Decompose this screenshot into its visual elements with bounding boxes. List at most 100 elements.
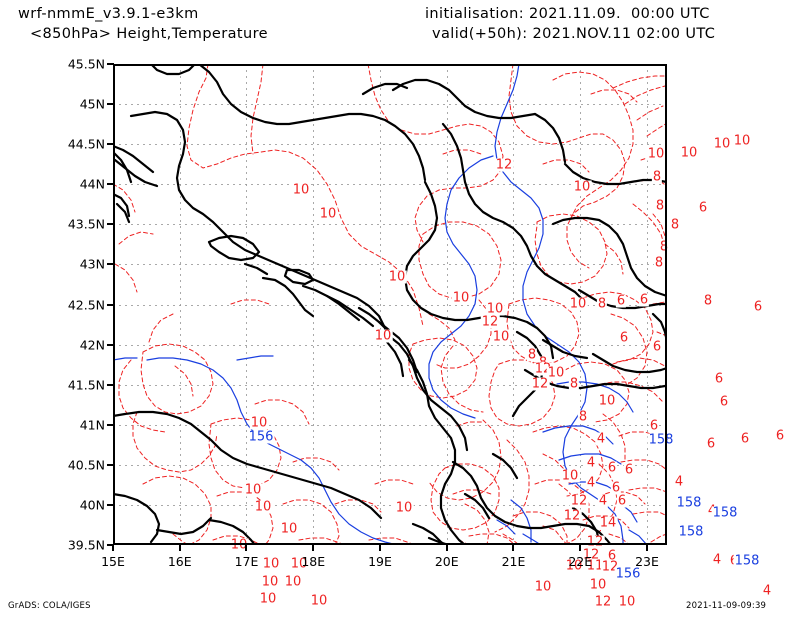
- temperature-contour-label: 12: [585, 534, 605, 550]
- y-axis-tick-label: 40.5N: [67, 457, 105, 473]
- temperature-contour-label: 8: [526, 347, 538, 363]
- temperature-contour-label: 8: [596, 296, 608, 312]
- temperature-contour-label: 4: [673, 474, 685, 490]
- temperature-contour-label: 4: [595, 431, 607, 447]
- temperature-contour-label: 6: [774, 428, 786, 444]
- y-axis-tick-label: 42N: [79, 337, 105, 353]
- height-contour-label: 158: [647, 432, 675, 448]
- map-geography-and-contours: [113, 64, 667, 545]
- temperature-contour-label: 10: [394, 500, 414, 516]
- y-axis-tickmark: [107, 503, 114, 506]
- x-axis-tick-label: 22E: [568, 554, 593, 569]
- x-axis-tickmark: [579, 544, 582, 551]
- temperature-contour-label: 10: [283, 574, 303, 590]
- x-axis-tickmark: [512, 544, 515, 551]
- temperature-contour-label: 4: [761, 583, 773, 599]
- temperature-contour-label: 8: [669, 217, 681, 233]
- x-axis-tick-label: 18E: [301, 554, 326, 569]
- temperature-contour-label: 10: [568, 296, 588, 312]
- temperature-contour-label: 10: [309, 593, 329, 609]
- temperature-contour-label: 8: [653, 255, 665, 271]
- x-axis-tick-label: 15E: [101, 554, 125, 569]
- grads-credit-label: GrADS: COLA/IGES: [8, 601, 91, 611]
- x-axis-tickmark: [378, 544, 381, 551]
- x-axis-tickmark: [245, 544, 248, 551]
- y-axis-tickmark: [107, 183, 114, 186]
- temperature-contour-label: 4: [597, 493, 609, 509]
- x-axis-tick-label: 23E: [635, 554, 659, 569]
- temperature-contour-label: 10: [485, 301, 505, 317]
- temperature-contour-label: 10: [646, 146, 666, 162]
- temperature-contour-label: 12: [530, 376, 550, 392]
- temperature-contour-label: 6: [713, 371, 725, 387]
- temperature-contour-label: 14: [598, 515, 618, 531]
- temperature-contour-label: 12: [562, 508, 582, 524]
- temperature-contour-label: 10: [451, 290, 471, 306]
- temperature-contour-label: 8: [658, 239, 670, 255]
- y-axis-tickmark: [107, 263, 114, 266]
- temperature-contour-label: 8: [568, 376, 580, 392]
- coastline-border-group: [113, 64, 667, 545]
- y-axis-tick-label: 45.5N: [67, 56, 105, 72]
- x-axis-tick-label: 16E: [167, 554, 192, 569]
- x-axis-tick-label: 19E: [368, 554, 392, 569]
- temperature-contour-label: 6: [718, 394, 730, 410]
- temperature-contour-label: 10: [617, 594, 637, 610]
- temperature-contour-label: 10: [253, 499, 273, 515]
- temperature-contour-label: 8: [702, 293, 714, 309]
- height-contour-label: 158: [733, 553, 761, 569]
- render-timestamp-label: 2021-11-09-09:39: [686, 601, 767, 611]
- temperature-contour-label: 8: [654, 198, 666, 214]
- y-axis-tick-label: 44.5N: [67, 136, 105, 152]
- temperature-contour-label: 6: [618, 330, 630, 346]
- y-axis-tickmark: [107, 303, 114, 306]
- x-axis-tickmark: [312, 544, 315, 551]
- y-axis-tick-label: 41.5N: [67, 377, 105, 393]
- temperature-contour-label: 6: [638, 292, 650, 308]
- temperature-contour-label: 10: [258, 591, 278, 607]
- temperature-contour-label: 10: [560, 468, 580, 484]
- temperature-contour-label: 6: [623, 462, 635, 478]
- x-axis-tickmark: [645, 544, 648, 551]
- x-axis-tick-label: 21E: [501, 554, 526, 569]
- temperature-contour-label: 11: [585, 558, 605, 574]
- temperature-contour-label: 12: [593, 594, 613, 610]
- x-axis-tickmark: [112, 544, 114, 551]
- temperature-contour-label: 10: [291, 182, 311, 198]
- height-contour-label: 156: [247, 429, 275, 445]
- y-axis-tick-label: 41N: [79, 417, 105, 433]
- temperature-contour-label: 10: [243, 482, 263, 498]
- height-contour-label: 158: [711, 505, 739, 521]
- y-axis-tickmark: [107, 223, 114, 226]
- temperature-contour-label: 10: [546, 365, 566, 381]
- y-axis-tickmark: [107, 103, 114, 106]
- model-name-label: wrf-nmmE_v3.9.1-e3km: [18, 6, 199, 22]
- temperature-contour-label: 6: [752, 299, 764, 315]
- temperature-contour-label: 6: [610, 480, 622, 496]
- temperature-contour-label: 10: [597, 393, 617, 409]
- temperature-contour-label: 6: [705, 436, 717, 452]
- x-axis-tick-label: 17E: [234, 554, 259, 569]
- y-axis-tickmark: [107, 423, 114, 426]
- temperature-contour-label: 4: [585, 455, 597, 471]
- x-axis-tickmark: [445, 544, 448, 551]
- temperature-contour-label: 10: [279, 521, 299, 537]
- temperature-contour-label: 6: [697, 200, 709, 216]
- temperature-contour-label: 4: [711, 552, 723, 568]
- temperature-contour-label: 6: [739, 431, 751, 447]
- temperature-contour-label: 6: [615, 293, 627, 309]
- y-axis-tick-label: 43.5N: [67, 216, 105, 232]
- y-axis-tickmark: [107, 544, 114, 546]
- temperature-contour-label: 6: [606, 460, 618, 476]
- temperature-contour-label: 10: [387, 269, 407, 285]
- x-axis-tick-label: 20E: [434, 554, 459, 569]
- temperature-contour-label: 4: [585, 475, 597, 491]
- temperature-contour-label: 12: [494, 157, 514, 173]
- initialisation-label: initialisation: 2021.11.09. 00:00 UTC: [425, 6, 710, 22]
- temperature-contour-label: 10: [588, 577, 608, 593]
- temperature-contour-label: 6: [648, 418, 660, 434]
- temperature-contour-label: 12: [480, 314, 500, 330]
- temperature-contour-label: 6: [651, 339, 663, 355]
- y-axis-tick-label: 45N: [79, 96, 105, 112]
